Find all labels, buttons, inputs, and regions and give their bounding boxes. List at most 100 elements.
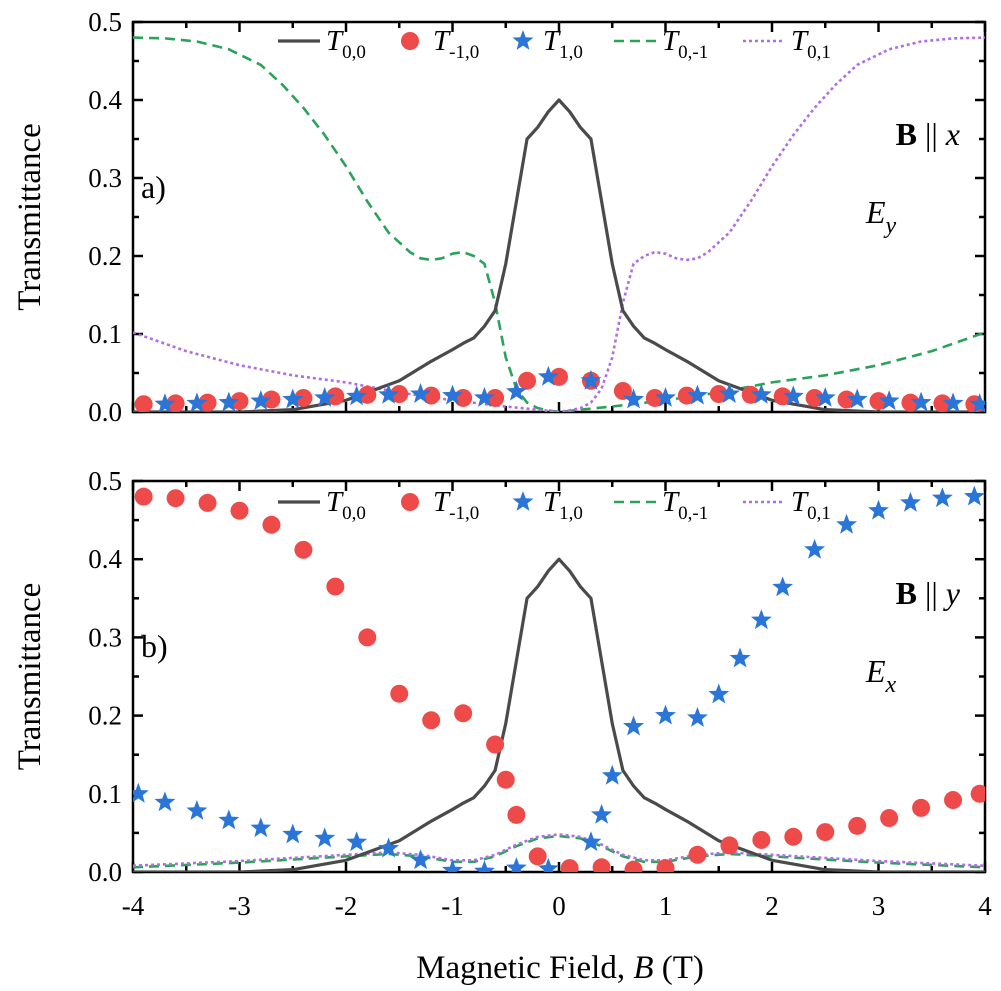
- data-point-T10: [623, 715, 645, 736]
- field-label-bold: B: [896, 575, 917, 611]
- legend-label-sub: 1,0: [559, 503, 583, 524]
- series-line-T01: [133, 36, 985, 412]
- legend-b: T0,0 T-1,0 T1,0 T0,-1 T0,1: [278, 486, 831, 524]
- data-point-Tm10: [390, 385, 409, 404]
- data-point-T10: [729, 647, 751, 668]
- polarization-label: Ex: [865, 653, 897, 698]
- data-point-T10: [410, 849, 432, 870]
- legend-label-T00: T0,0: [326, 486, 366, 524]
- data-point-T10: [314, 386, 336, 407]
- data-point-T10: [655, 386, 676, 407]
- legend-label-T0m1: T0,-1: [662, 486, 708, 524]
- data-point-T10: [133, 782, 149, 803]
- data-point-T10: [750, 383, 772, 404]
- data-point-T10: [708, 683, 730, 704]
- legend-label-main: T: [543, 25, 561, 57]
- legend-marker-T10: [512, 30, 534, 50]
- x-axis-label: Magnetic Field, B (T): [416, 950, 704, 986]
- legend-label-Tm10: T-1,0: [433, 25, 479, 63]
- y-tick-label: 0.2: [88, 701, 122, 731]
- data-point-T10: [580, 831, 602, 852]
- data-point-Tm10: [848, 816, 867, 835]
- legend-marker-Tm10: [401, 32, 419, 50]
- data-point-Tm10: [837, 390, 856, 409]
- x-tick-label: -4: [122, 891, 145, 921]
- field-orientation-label: B || y: [896, 575, 961, 611]
- data-point-Tm10: [294, 540, 313, 559]
- data-point-T10: [250, 817, 272, 838]
- legend-label-main: T: [326, 486, 344, 518]
- data-point-Tm10: [944, 791, 963, 810]
- legend-label-main: T: [662, 486, 680, 518]
- data-point-T10: [591, 803, 613, 824]
- legend-label-main: T: [543, 486, 561, 518]
- data-point-Tm10: [592, 858, 611, 872]
- x-tick-label: -3: [228, 891, 251, 921]
- legend-label-sub: 0,0: [342, 42, 366, 63]
- data-point-Tm10: [656, 859, 675, 872]
- x-tick-label: -1: [441, 891, 464, 921]
- data-point-T10: [154, 791, 176, 812]
- data-point-T10: [910, 391, 932, 412]
- data-point-T10: [899, 491, 921, 512]
- y-axis-label: Transmittance: [12, 123, 48, 311]
- y-tick-label: 0.4: [88, 85, 122, 115]
- data-point-Tm10: [528, 847, 547, 866]
- data-point-Tm10: [390, 684, 409, 703]
- plot-frame-a: [131, 20, 987, 414]
- data-point-Tm10: [752, 830, 771, 849]
- data-point-Tm10: [688, 845, 707, 864]
- data-point-T10: [537, 857, 559, 872]
- pol-label-main: E: [865, 653, 886, 689]
- data-point-Tm10: [507, 805, 526, 824]
- data-point-T10: [314, 827, 336, 848]
- data-point-Tm10: [624, 860, 643, 872]
- panel-label-b: b): [141, 628, 168, 664]
- y-tick-label: 0.4: [88, 544, 122, 574]
- data-point-Tm10: [709, 385, 728, 404]
- data-point-Tm10: [134, 395, 153, 412]
- data-point-T10: [186, 800, 208, 820]
- data-point-T10: [282, 388, 304, 409]
- field-label-sep: ||: [917, 575, 946, 611]
- series-line-T00: [133, 98, 985, 412]
- data-point-T10: [655, 704, 676, 725]
- data-point-T10: [442, 384, 463, 405]
- legend-marker-T10: [512, 491, 534, 511]
- x-tick-label: 3: [872, 891, 886, 921]
- x-tick-label: 2: [765, 891, 779, 921]
- data-point-Tm10: [880, 809, 899, 828]
- data-point-Tm10: [869, 392, 888, 411]
- data-point-T10: [814, 386, 836, 407]
- data-point-Tm10: [518, 371, 537, 390]
- data-point-Tm10: [198, 493, 217, 512]
- legend-label-sub: 0,1: [807, 503, 831, 524]
- y-tick-label: 0.0: [88, 857, 122, 887]
- x-axis-label-main: Magnetic Field,: [416, 950, 633, 986]
- data-point-T10: [186, 392, 208, 412]
- x-tick-label: 1: [659, 891, 673, 921]
- pol-label-main: E: [865, 194, 886, 230]
- plot-area-b: [133, 485, 985, 872]
- legend-label-main: T: [433, 25, 451, 57]
- data-point-Tm10: [805, 388, 824, 407]
- data-point-T10: [718, 383, 740, 403]
- data-point-Tm10: [486, 735, 505, 754]
- y-axis-label: Transmittance: [12, 583, 48, 771]
- data-point-T10: [686, 384, 708, 405]
- x-axis-label-var: B: [633, 950, 653, 986]
- data-point-Tm10: [560, 859, 579, 872]
- y-tick-label: 0.5: [88, 7, 122, 37]
- legend-marker-Tm10: [401, 493, 419, 511]
- data-point-Tm10: [486, 388, 505, 407]
- data-point-T10: [836, 513, 858, 534]
- legend-label-sub: -1,0: [449, 42, 479, 63]
- data-point-T10: [154, 393, 176, 412]
- y-tick-label: 0.3: [88, 163, 122, 193]
- data-point-Tm10: [358, 628, 377, 647]
- data-point-T10: [878, 390, 900, 410]
- data-point-T10: [601, 764, 623, 785]
- data-point-T10: [804, 538, 826, 559]
- data-point-Tm10: [970, 784, 985, 803]
- legend-label-sub: 0,0: [342, 503, 366, 524]
